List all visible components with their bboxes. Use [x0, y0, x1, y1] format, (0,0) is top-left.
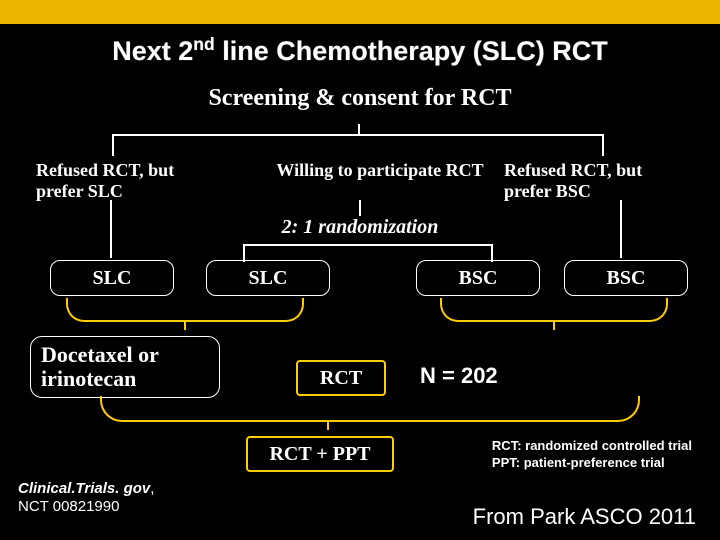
title-pre: Next 2 [112, 36, 193, 66]
arm-box-slc-inner: SLC [206, 260, 330, 296]
screening-heading: Screening & consent for RCT [0, 85, 720, 112]
branch-willing-rct: Willing to participate RCT [250, 160, 510, 181]
branch-refused-bsc: Refused RCT, but prefer BSC [504, 160, 684, 201]
abbrev-legend: RCT: randomized controlled trial PPT: pa… [492, 438, 692, 472]
title-post: line Chemotherapy (SLC) RCT [215, 36, 608, 66]
randomization-split-line [243, 244, 493, 246]
citation-id: NCT 00821990 [18, 498, 119, 515]
bracket-three-way [112, 134, 604, 156]
randomization-label: 2: 1 randomization [0, 216, 720, 239]
attribution: From Park ASCO 2011 [473, 504, 696, 530]
citation-sep: , [150, 480, 154, 497]
arm-box-slc-outer: SLC [50, 260, 174, 296]
connector-bsc-outer [620, 200, 622, 258]
gold-top-bar [0, 0, 720, 24]
rct-ppt-box: RCT + PPT [246, 436, 394, 472]
arm-box-bsc-outer: BSC [564, 260, 688, 296]
curly-brace-all [100, 396, 640, 422]
legend-rct: RCT: randomized controlled trial [492, 438, 692, 455]
curly-brace-slc [66, 298, 304, 322]
slide-title: Next 2nd line Chemotherapy (SLC) RCT [0, 34, 720, 67]
branch-refused-slc: Refused RCT, but prefer SLC [36, 160, 216, 201]
legend-ppt: PPT: patient-preference trial [492, 455, 692, 472]
citation-source: Clinical.Trials. gov [18, 480, 150, 497]
connector-to-randomization [359, 200, 361, 216]
rct-box: RCT [296, 360, 386, 396]
citation: Clinical.Trials. gov, NCT 00821990 [18, 480, 154, 516]
treatment-box: Docetaxel or irinotecan [30, 336, 220, 398]
arm-box-bsc-inner: BSC [416, 260, 540, 296]
curly-brace-bsc [440, 298, 668, 322]
connector-slc-outer [110, 200, 112, 258]
sample-size-label: N = 202 [420, 363, 498, 389]
title-sup: nd [193, 34, 214, 54]
